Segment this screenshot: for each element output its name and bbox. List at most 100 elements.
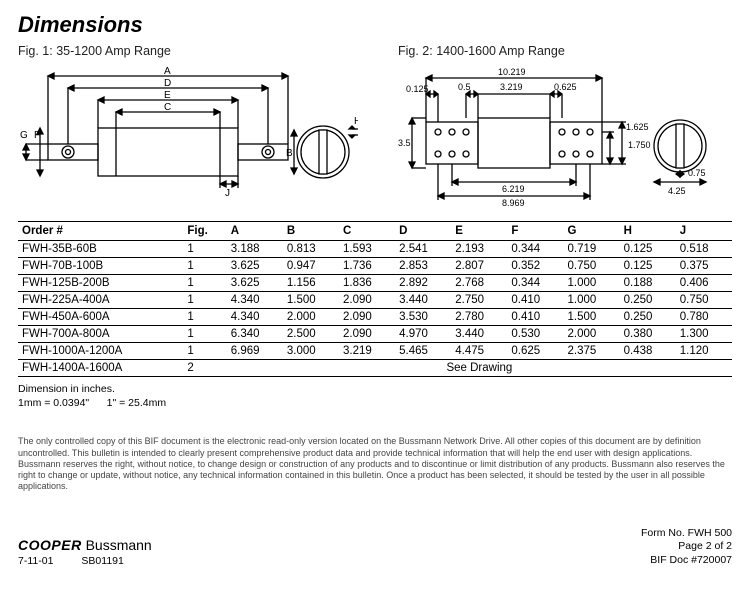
cell-e: 2.193 [451, 241, 507, 258]
cell-h: 0.380 [620, 326, 676, 343]
cell-j: 0.406 [676, 275, 732, 292]
dimensions-table: Order # Fig. A B C D E F G H J FWH-35B-6… [18, 221, 732, 377]
svg-text:3.219: 3.219 [500, 82, 523, 92]
cell-b: 1.500 [283, 292, 339, 309]
footer-code: SB01191 [81, 555, 123, 567]
cell-b: 2.500 [283, 326, 339, 343]
disclaimer: The only controlled copy of this BIF doc… [18, 436, 732, 492]
cell-fig: 1 [183, 275, 226, 292]
cell-order: FWH-1000A-1200A [18, 343, 183, 360]
table-row: FWH-450A-600A14.3402.0002.0903.5302.7800… [18, 309, 732, 326]
col-g: G [564, 222, 620, 241]
cell-b: 3.000 [283, 343, 339, 360]
footer-right: Form No. FWH 500 Page 2 of 2 BIF Doc #72… [641, 527, 732, 568]
cell-e: 4.475 [451, 343, 507, 360]
svg-text:4.25: 4.25 [668, 186, 686, 196]
cell-h: 0.250 [620, 309, 676, 326]
cell-fig: 1 [183, 258, 226, 275]
cell-order: FWH-450A-600A [18, 309, 183, 326]
figure-1-label: Fig. 1: 35-1200 Amp Range [18, 44, 358, 58]
cell-a: 3.625 [227, 258, 283, 275]
cell-fig: 1 [183, 309, 226, 326]
footer-page: Page 2 of 2 [641, 540, 732, 554]
svg-text:0.625: 0.625 [554, 82, 577, 92]
cell-c: 1.736 [339, 258, 395, 275]
col-e: E [451, 222, 507, 241]
cell-d: 2.892 [395, 275, 451, 292]
cell-e: 2.768 [451, 275, 507, 292]
cell-f: 0.410 [507, 309, 563, 326]
cell-j: 1.300 [676, 326, 732, 343]
cell-fig: 1 [183, 241, 226, 258]
col-c: C [339, 222, 395, 241]
page-title: Dimensions [18, 12, 732, 38]
svg-text:0.75: 0.75 [688, 168, 706, 178]
col-h: H [620, 222, 676, 241]
cell-e: 2.780 [451, 309, 507, 326]
cell-g: 1.000 [564, 292, 620, 309]
dimnote-line1: Dimension in inches. [18, 383, 732, 397]
figure-1: Fig. 1: 35-1200 Amp Range [18, 44, 358, 211]
cell-a: 6.969 [227, 343, 283, 360]
figure-2-label: Fig. 2: 1400-1600 Amp Range [398, 44, 732, 58]
svg-text:J: J [225, 188, 230, 199]
cell-h: 0.438 [620, 343, 676, 360]
cell-h: 0.125 [620, 241, 676, 258]
table-row: FWH-1400A-1600A2See Drawing [18, 360, 732, 377]
cell-a: 4.340 [227, 309, 283, 326]
col-f: F [507, 222, 563, 241]
cell-d: 3.530 [395, 309, 451, 326]
cell-order: FWH-35B-60B [18, 241, 183, 258]
cell-h: 0.188 [620, 275, 676, 292]
cell-a: 6.340 [227, 326, 283, 343]
svg-text:10.219: 10.219 [498, 67, 526, 77]
cell-j: 0.780 [676, 309, 732, 326]
footer-left: COOPER Bussmann 7-11-01 SB01191 [18, 537, 152, 567]
cell-fig: 1 [183, 343, 226, 360]
brand-cooper: COOPER [18, 537, 82, 553]
figure-2: Fig. 2: 1400-1600 Amp Range [398, 44, 732, 211]
cell-e: 2.750 [451, 292, 507, 309]
cell-j: 0.750 [676, 292, 732, 309]
cell-e: 3.440 [451, 326, 507, 343]
cell-a: 4.340 [227, 292, 283, 309]
cell-fig: 2 [183, 360, 226, 377]
figure-1-diagram: A D E C G F J B H [18, 66, 358, 211]
table-row: FWH-70B-100B13.6250.9471.7362.8532.8070.… [18, 258, 732, 275]
svg-text:G: G [20, 130, 28, 141]
cell-order: FWH-125B-200B [18, 275, 183, 292]
cell-f: 0.344 [507, 275, 563, 292]
cell-fig: 1 [183, 326, 226, 343]
svg-text:C: C [164, 102, 171, 113]
cell-d: 4.970 [395, 326, 451, 343]
footer-form: Form No. FWH 500 [641, 527, 732, 541]
table-row: FWH-35B-60B13.1880.8131.5932.5412.1930.3… [18, 241, 732, 258]
cell-g: 0.750 [564, 258, 620, 275]
cell-a: 3.188 [227, 241, 283, 258]
cell-c: 2.090 [339, 309, 395, 326]
col-fig: Fig. [183, 222, 226, 241]
footer: COOPER Bussmann 7-11-01 SB01191 Form No.… [18, 527, 732, 568]
footer-doc: BIF Doc #720007 [641, 554, 732, 568]
table-row: FWH-700A-800A16.3402.5002.0904.9703.440 0… [18, 326, 732, 343]
cell-h: 0.125 [620, 258, 676, 275]
figure-row: Fig. 1: 35-1200 Amp Range [18, 44, 732, 211]
cell-order: FWH-700A-800A [18, 326, 183, 343]
table-row: FWH-125B-200B13.6251.1561.8362.8922.7680… [18, 275, 732, 292]
cell-order: FWH-225A-400A [18, 292, 183, 309]
cell-c: 2.090 [339, 326, 395, 343]
svg-text:8.969: 8.969 [502, 198, 525, 208]
cell-order: FWH-1400A-1600A [18, 360, 183, 377]
svg-text:H: H [354, 116, 358, 127]
cell-f: 0.344 [507, 241, 563, 258]
cell-c: 1.836 [339, 275, 395, 292]
cell-d: 2.541 [395, 241, 451, 258]
cell-see-drawing: See Drawing [227, 360, 732, 377]
table-row: FWH-1000A-1200A16.9693.0003.2195.4654.47… [18, 343, 732, 360]
svg-text:1.625: 1.625 [626, 122, 649, 132]
svg-text:A: A [164, 66, 171, 77]
figure-2-diagram: 10.219 0.125 0.5 3.219 0.625 3.5 6.219 8… [398, 66, 718, 211]
dimension-note: Dimension in inches. 1mm = 0.0394" 1" = … [18, 383, 732, 410]
svg-text:3.5: 3.5 [398, 138, 411, 148]
table-header-row: Order # Fig. A B C D E F G H J [18, 222, 732, 241]
